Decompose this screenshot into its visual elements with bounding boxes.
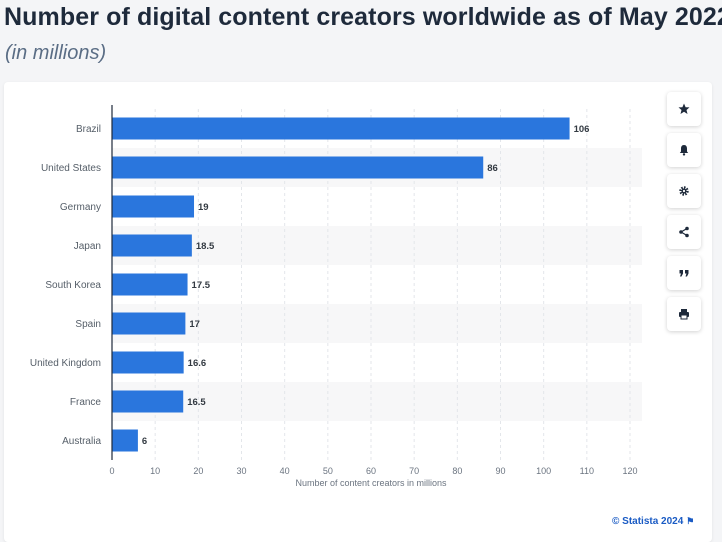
print-button[interactable] <box>667 297 701 331</box>
value-label: 17 <box>189 319 200 330</box>
category-label: United States <box>41 163 101 174</box>
x-tick-label: 10 <box>150 466 160 476</box>
bell-icon <box>679 145 689 156</box>
value-label: 16.5 <box>187 397 206 408</box>
gear-icon <box>679 186 689 196</box>
flag-icon: ⚑ <box>686 516 695 526</box>
bar-france <box>112 390 184 413</box>
bar-germany <box>112 195 195 218</box>
row-band <box>112 226 642 265</box>
print-icon <box>679 309 689 320</box>
x-tick-label: 40 <box>280 466 290 476</box>
x-tick-label: 70 <box>409 466 419 476</box>
credit-text: © Statista 2024 <box>612 516 684 527</box>
settings-button[interactable] <box>667 174 701 208</box>
x-axis-title: Number of content creators in millions <box>295 478 447 488</box>
favorite-button[interactable] <box>667 92 701 126</box>
value-label: 17.5 <box>192 280 211 291</box>
category-label: Brazil <box>76 124 101 135</box>
share-icon <box>679 226 689 238</box>
category-label: France <box>70 397 102 408</box>
category-label: Spain <box>75 319 101 330</box>
x-tick-label: 90 <box>495 466 505 476</box>
bar-chart: 0 10 20 30 40 50 60 70 80 90 100 110 120 Brazil 106 Uni… <box>30 105 642 488</box>
x-tick-label: 100 <box>536 466 551 476</box>
category-label: United Kingdom <box>30 358 101 369</box>
x-tick-label: 50 <box>323 466 333 476</box>
value-label: 19 <box>198 202 209 213</box>
value-label: 16.6 <box>188 358 207 369</box>
cite-button[interactable] <box>667 256 701 290</box>
category-label: Japan <box>74 241 101 252</box>
row-band <box>112 304 642 343</box>
bar-spain <box>112 312 186 335</box>
bar-united-kingdom <box>112 351 184 374</box>
quote-icon <box>679 270 689 277</box>
page-subtitle: (in millions) <box>5 42 107 64</box>
x-tick-label: 120 <box>622 466 637 476</box>
bar-south-korea <box>112 273 188 296</box>
category-label: Germany <box>60 202 101 213</box>
bar-japan <box>112 234 192 257</box>
statista-credit[interactable]: © Statista 2024 ⚑ <box>612 516 694 527</box>
share-button[interactable] <box>667 215 701 249</box>
x-tick-label: 80 <box>452 466 462 476</box>
value-label: 6 <box>142 436 147 447</box>
chart-toolbar <box>667 92 701 338</box>
bar-united-states <box>112 156 484 179</box>
value-label: 18.5 <box>196 241 215 252</box>
x-tick-label: 20 <box>193 466 203 476</box>
chart-card: 0 10 20 30 40 50 60 70 80 90 100 110 120 Brazil 106 Uni… <box>4 82 712 542</box>
value-label: 106 <box>574 124 590 135</box>
star-icon <box>678 103 690 114</box>
category-label: Australia <box>62 436 101 447</box>
x-tick-label: 30 <box>236 466 246 476</box>
bar-brazil <box>112 117 570 140</box>
notification-button[interactable] <box>667 133 701 167</box>
x-tick-label: 0 <box>109 466 114 476</box>
x-tick-label: 110 <box>580 466 594 476</box>
bar-australia <box>112 429 138 452</box>
x-tick-label: 60 <box>366 466 376 476</box>
value-label: 86 <box>487 163 498 174</box>
page-title: Number of digital content creators world… <box>4 3 722 31</box>
row-band <box>112 382 642 421</box>
category-label: South Korea <box>45 280 101 291</box>
